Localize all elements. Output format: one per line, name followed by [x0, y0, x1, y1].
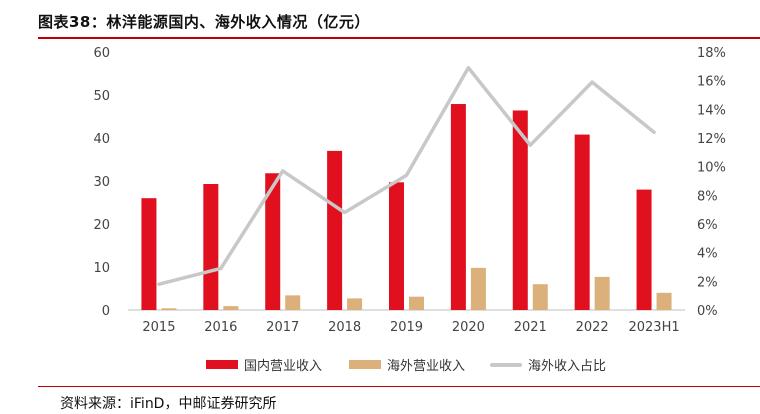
source-note: 资料来源：iFinD，中邮证券研究所	[60, 396, 277, 412]
x-tick-label: 2015	[142, 320, 175, 335]
legend-bar-swatch	[206, 360, 238, 369]
chart-canvas: 0 10 20 30 40 50 60 0% 2% 4% 6% 8% 10% 12% 14% 16% 18% 20…	[93, 46, 726, 335]
left-tick-label: 30	[93, 175, 110, 190]
chart-legend: 国内营业收入 海外营业收入 海外收入占比	[0, 355, 760, 374]
bar-domestic	[327, 150, 343, 310]
x-tick-label: 2020	[452, 320, 485, 335]
right-tick-label: 10%	[697, 161, 726, 176]
x-tick-label: 2023H1	[628, 320, 679, 335]
left-tick-label: 0	[102, 304, 110, 319]
right-tick-label: 2%	[697, 275, 718, 290]
x-tick-label: 2018	[328, 320, 361, 335]
chart-title: 图表38：林洋能源国内、海外收入情况（亿元）	[38, 13, 370, 31]
legend-bar-swatch	[349, 360, 381, 369]
right-tick-label: 4%	[697, 247, 718, 262]
bar-overseas	[656, 292, 672, 310]
legend-label: 国内营业收入	[244, 359, 323, 374]
bar-domestic	[574, 134, 590, 310]
right-tick-label: 6%	[697, 218, 718, 233]
bar-domestic	[636, 189, 652, 310]
bar-overseas	[285, 295, 301, 310]
x-tick-label: 2016	[204, 320, 237, 335]
bar-domestic	[141, 198, 157, 310]
bar-overseas	[347, 298, 363, 310]
legend-line-swatch	[490, 362, 522, 367]
x-tick-label: 2019	[390, 320, 423, 335]
right-tick-label: 16%	[697, 75, 726, 90]
bar-domestic	[265, 173, 281, 310]
legend-label: 海外营业收入	[387, 359, 466, 374]
x-tick-label: 2021	[514, 320, 547, 335]
title-divider	[38, 37, 760, 39]
bar-overseas	[532, 284, 548, 310]
bar-domestic	[450, 104, 466, 310]
x-tick-label: 2017	[266, 320, 299, 335]
left-tick-label: 40	[93, 132, 110, 147]
legend-label: 海外收入占比	[528, 359, 607, 374]
bar-domestic	[512, 110, 528, 310]
right-tick-label: 0%	[697, 304, 718, 319]
right-tick-label: 12%	[697, 132, 726, 147]
legend-overseas: 海外营业收入	[349, 355, 465, 374]
legend-share: 海外收入占比	[490, 355, 606, 374]
bar-overseas	[470, 267, 486, 310]
left-tick-label: 60	[93, 46, 110, 61]
source-divider	[38, 386, 760, 387]
left-tick-label: 20	[93, 218, 110, 233]
bar-domestic	[389, 182, 404, 310]
x-tick-label: 2022	[576, 320, 609, 335]
legend-domestic: 国内营业收入	[206, 355, 322, 374]
right-tick-label: 8%	[697, 189, 718, 204]
bar-overseas	[223, 306, 239, 310]
bar-overseas	[409, 296, 424, 310]
title-bar: 图表38：林洋能源国内、海外收入情况（亿元）	[0, 0, 760, 40]
bar-overseas	[161, 308, 177, 310]
right-tick-label: 14%	[697, 103, 726, 118]
right-tick-label: 18%	[697, 46, 726, 61]
bar-overseas	[594, 276, 610, 310]
bar-domestic	[203, 184, 219, 310]
left-tick-label: 10	[93, 261, 110, 276]
left-tick-label: 50	[93, 89, 110, 104]
